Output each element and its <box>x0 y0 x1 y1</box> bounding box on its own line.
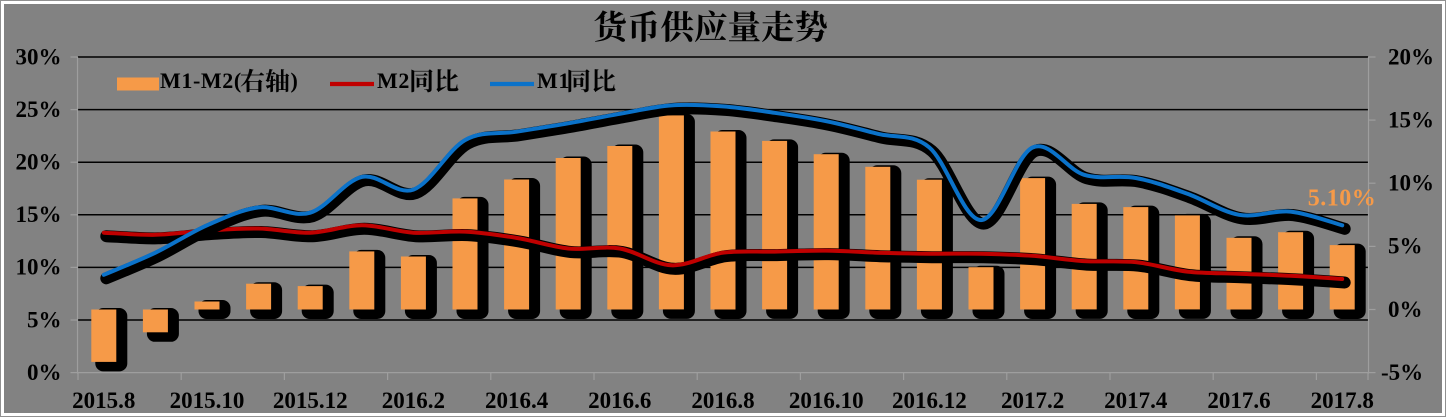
svg-text:M2: M2 <box>377 68 410 93</box>
svg-text:25%: 25% <box>16 97 62 122</box>
svg-text:-5%: -5% <box>1381 360 1423 385</box>
svg-text:20%: 20% <box>1388 44 1434 69</box>
svg-text:2016.6: 2016.6 <box>588 388 651 413</box>
svg-text:M1: M1 <box>537 68 570 93</box>
svg-text:M1-M2(: M1-M2( <box>160 68 242 93</box>
svg-text:2017.6: 2017.6 <box>1207 388 1270 413</box>
svg-text:15%: 15% <box>16 202 62 227</box>
svg-text:2017.2: 2017.2 <box>1001 388 1064 413</box>
svg-text:2017.4: 2017.4 <box>1104 388 1168 413</box>
svg-text:30%: 30% <box>16 44 62 69</box>
svg-text:2015.12: 2015.12 <box>273 388 348 413</box>
svg-text:10%: 10% <box>16 255 62 280</box>
svg-text:2016.2: 2016.2 <box>382 388 445 413</box>
svg-text:2016.10: 2016.10 <box>789 388 864 413</box>
svg-text:2015.8: 2015.8 <box>72 388 135 413</box>
svg-text:2017.8: 2017.8 <box>1311 388 1374 413</box>
svg-text:5.10%: 5.10% <box>1308 185 1377 211</box>
svg-text:10%: 10% <box>1388 171 1434 196</box>
svg-text:2015.10: 2015.10 <box>170 388 245 413</box>
svg-text:2016.12: 2016.12 <box>892 388 967 413</box>
svg-text:2016.4: 2016.4 <box>485 388 549 413</box>
svg-text:): ) <box>291 68 298 93</box>
svg-text:5%: 5% <box>27 307 62 332</box>
svg-text:15%: 15% <box>1388 107 1434 132</box>
svg-text:20%: 20% <box>16 150 62 175</box>
svg-text:2016.8: 2016.8 <box>691 388 754 413</box>
svg-text:0%: 0% <box>1388 297 1423 322</box>
svg-text:5%: 5% <box>1388 234 1423 259</box>
svg-text:0%: 0% <box>27 360 62 385</box>
